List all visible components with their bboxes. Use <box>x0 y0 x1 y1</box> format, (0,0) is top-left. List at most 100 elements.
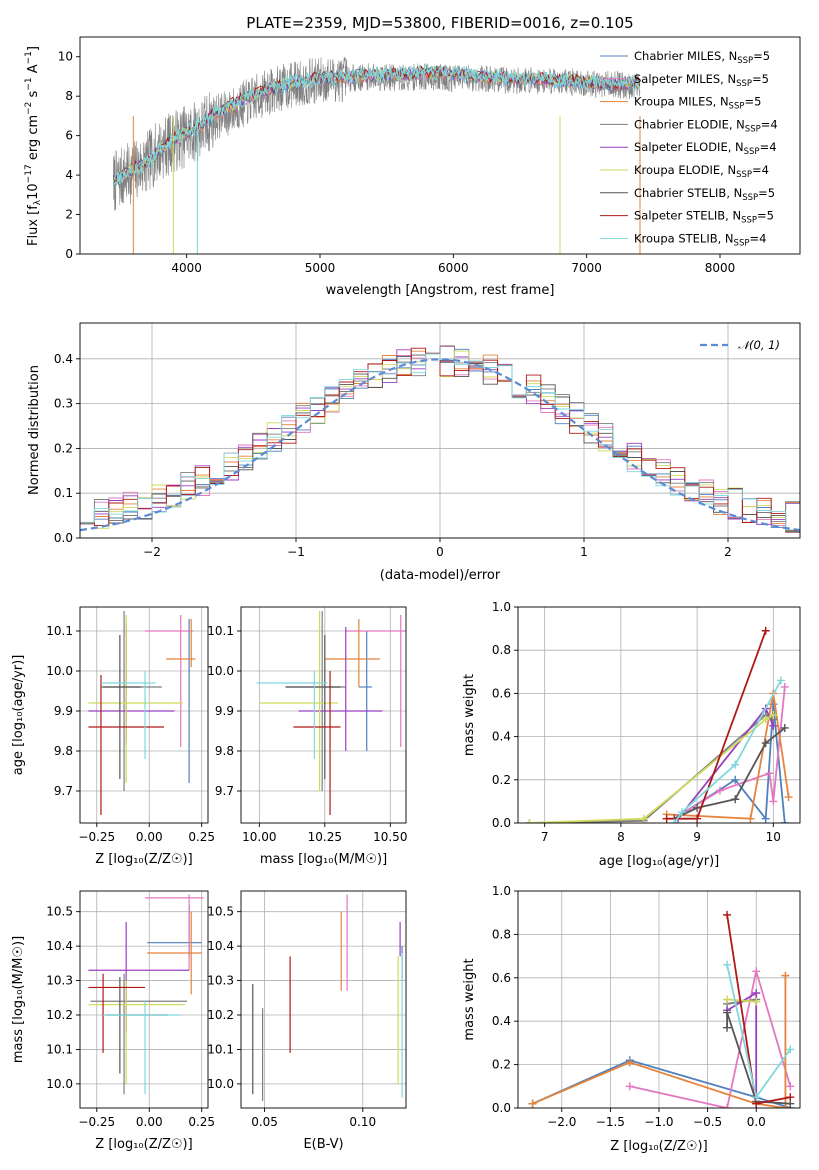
mass-vs-EBV-grid <box>241 891 406 1108</box>
weight-marker <box>761 739 770 748</box>
massweight-vs-Z-xtick-label: −0.5 <box>693 1115 722 1129</box>
figure-title: PLATE=2359, MJD=53800, FIBERID=0016, z=0… <box>246 14 633 32</box>
age-vs-Z-xtick-label: −0.25 <box>78 830 115 844</box>
weight-line <box>529 713 774 823</box>
residuals-xtick-label: 1 <box>580 545 588 559</box>
age-vs-mass-grid <box>241 607 406 823</box>
weight-line <box>726 1012 791 1105</box>
age-vs-Z-ytick-label: 9.8 <box>54 744 73 758</box>
residuals-ytick-label: 0.1 <box>54 486 73 500</box>
age-vs-mass-axes: 10.00 10.25 10.50 9.7 9.8 9.9 10.0 10.1 <box>207 607 407 844</box>
mass-vs-Z-frame <box>79 890 209 1109</box>
age-vs-Z-ytick-label: 9.7 <box>54 784 73 798</box>
age-vs-Z-ylabel: age [log₁₀(age/yr)] <box>11 655 26 776</box>
weight-marker <box>780 682 789 691</box>
weight-marker <box>769 797 778 806</box>
mass-vs-Z-xlabel: Z [log₁₀(Z/Z☉)] <box>95 1137 192 1152</box>
spectrum-axes: 4000 5000 6000 7000 8000 0 2 4 6 8 10 <box>58 50 736 275</box>
legend-label: Kroupa MILES, NSSP=5 <box>634 95 761 112</box>
weight-marker <box>525 819 534 823</box>
residuals-ytick-label: 0.2 <box>54 441 73 455</box>
age-vs-Z-ytick-label: 9.9 <box>54 704 73 718</box>
age-vs-mass-xtick-label: 10.25 <box>308 830 342 844</box>
age-vs-mass-ytick-label: 9.9 <box>215 704 234 718</box>
spectrum-frame <box>79 36 801 255</box>
weight-marker <box>731 795 740 804</box>
weight-marker <box>786 1093 795 1102</box>
mass-vs-EBV-axes: 0.05 0.10 10.0 10.1 10.2 10.3 10.4 10.5 <box>207 891 406 1129</box>
weight-marker <box>693 803 702 812</box>
massweight-vs-age-ylabel: mass weight <box>462 674 477 756</box>
spectrum-ytick-label: 0 <box>65 247 73 261</box>
weight-marker <box>723 1023 732 1032</box>
massweight-vs-age-ytick-label: 0.2 <box>492 773 511 787</box>
weight-marker <box>780 819 789 823</box>
spectrum-ytick-label: 10 <box>58 50 73 64</box>
legend-sub: SSP <box>745 124 761 134</box>
weight-marker <box>786 1082 795 1091</box>
mass-vs-Z-ytick-label: 10.0 <box>46 1077 73 1091</box>
age-vs-mass-ytick-label: 9.8 <box>215 744 234 758</box>
residual-xlabel: (data-model)/error <box>380 568 501 583</box>
age-vs-Z-axes: −0.25 0.00 0.25 9.7 9.8 9.9 10.0 10.1 <box>46 607 215 844</box>
spectrum-xtick-label: 4000 <box>171 261 202 275</box>
observed-spectrum <box>113 57 641 211</box>
model-line <box>112 64 640 186</box>
massweight-vs-age-ytick-label: 1.0 <box>492 600 511 614</box>
mass-vs-Z-ylabel: mass [log₁₀(M/M☉)] <box>11 936 26 1063</box>
mass-vs-Z-xtick-label: 0.25 <box>188 1115 215 1129</box>
spectrum-ytick-label: 4 <box>65 168 73 182</box>
age-vs-mass-points <box>256 611 406 815</box>
legend-sub: SSP <box>744 147 760 157</box>
histogram-line <box>80 345 800 524</box>
residuals-ytick-label: 0.4 <box>54 352 73 366</box>
massweight-vs-Z-xtick-label: −2.0 <box>547 1115 576 1129</box>
age-vs-Z-ytick-label: 10.0 <box>46 664 73 678</box>
spectrum-ytick-label: 8 <box>65 89 73 103</box>
weight-marker <box>752 997 761 1006</box>
mass-vs-EBV-points <box>252 894 403 1102</box>
weight-marker <box>693 814 702 823</box>
weight-marker <box>723 1104 732 1108</box>
mass-vs-EBV-xtick-label: 0.10 <box>349 1115 376 1129</box>
legend-sub: SSP <box>734 238 750 248</box>
age-vs-Z-points <box>88 611 196 815</box>
residuals-xtick-label: −1 <box>287 545 305 559</box>
mass-vs-Z-ytick-label: 10.5 <box>46 905 73 919</box>
legend-label: Kroupa STELIB, NSSP=4 <box>634 231 766 248</box>
weight-line <box>726 964 792 1100</box>
mass-vs-EBV-ytick-label: 10.0 <box>207 1077 234 1091</box>
mass-vs-EBV-ytick-label: 10.4 <box>207 939 234 953</box>
mass-vs-Z-axes: −0.25 0.00 0.25 10.0 10.1 10.2 10.3 10.4 10.5 <box>46 891 215 1129</box>
massweight-vs-Z-lines <box>528 910 795 1108</box>
age-vs-mass-ytick-label: 10.1 <box>207 624 234 638</box>
legend-eq: =4 <box>761 117 778 131</box>
histogram-line <box>80 353 800 531</box>
model-line <box>113 66 641 186</box>
weight-marker <box>765 769 774 778</box>
weight-marker <box>746 814 755 823</box>
weight-marker <box>625 1082 634 1091</box>
weight-marker <box>781 971 790 980</box>
legend-sub: SSP <box>729 102 745 112</box>
massweight-vs-age-xtick-label: 9 <box>693 830 701 844</box>
mass-vs-EBV-xlabel: E(B-V) <box>303 1137 343 1152</box>
legend-label: Chabrier MILES, NSSP=5 <box>634 49 770 66</box>
weight-marker <box>662 814 671 823</box>
weight-line <box>666 693 790 820</box>
residuals-axes: −2 −1 0 1 2 0.0 0.1 0.2 0.3 0.4 <box>54 323 800 559</box>
weight-marker <box>723 1008 732 1017</box>
weight-line <box>532 1059 791 1108</box>
massweight-vs-age-lines <box>525 626 793 823</box>
residuals-frame <box>79 322 801 539</box>
weight-marker <box>731 775 740 784</box>
massweight-vs-age-xlabel: age [log₁₀(age/yr)] <box>599 854 720 869</box>
weight-marker <box>731 760 740 769</box>
mass-vs-Z-grid <box>80 891 208 1108</box>
massweight-vs-age-xtick-label: 7 <box>541 830 549 844</box>
massweight-vs-age-xtick-label: 10 <box>766 830 781 844</box>
spectrum-ylabel: Flux [fλ10−17 erg cm−2 s−1 A−1] <box>24 46 43 246</box>
massweight-vs-Z-xtick-label: −1.5 <box>596 1115 625 1129</box>
age-vs-Z-xtick-label: 0.00 <box>136 830 163 844</box>
